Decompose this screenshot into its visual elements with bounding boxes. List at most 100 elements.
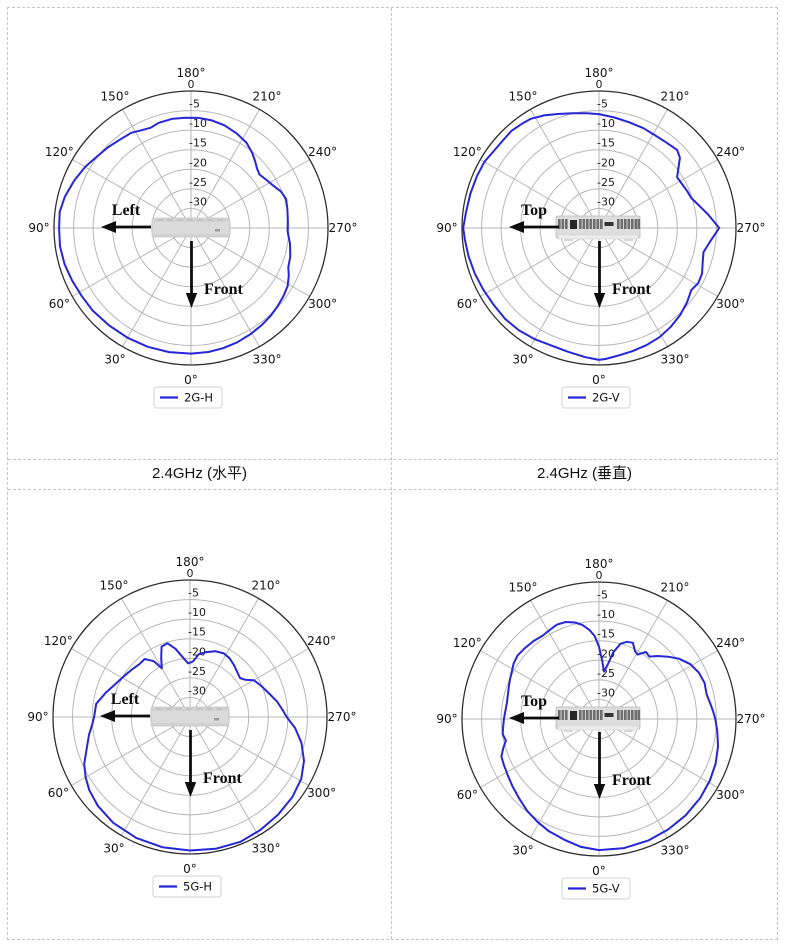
angle-tick-label: 300° <box>716 297 745 311</box>
caption-2-4ghz-horizontal: 2.4GHz (水平) <box>151 465 247 482</box>
device-vent-slot <box>627 710 631 720</box>
polar-spoke-line <box>189 648 309 718</box>
legend: 5G-V <box>561 877 631 900</box>
angle-tick-label: 300° <box>308 297 337 311</box>
radial-tick-label: -30 <box>597 195 615 208</box>
angle-tick-label: 60° <box>49 297 70 311</box>
polar-spoke-line <box>122 227 192 347</box>
polar-spoke-line <box>530 600 600 720</box>
front-arrow-label: Front <box>612 772 651 789</box>
radial-tick-label: -5 <box>597 589 608 602</box>
device-vent-slot <box>617 710 620 720</box>
device-vent-slot <box>593 710 596 720</box>
polar-spoke-line <box>190 227 260 347</box>
horizontal-direction-arrow: Top <box>509 693 559 724</box>
front-direction-arrow: Front <box>593 241 651 308</box>
angle-tick-label: 120° <box>44 634 73 648</box>
front-arrow-label: Front <box>612 281 651 298</box>
device-seam <box>187 219 193 221</box>
arrow-head <box>593 293 606 308</box>
angle-tick-label: 270° <box>737 221 766 235</box>
device-vent-slot <box>596 710 600 720</box>
caption-2-4ghz-vertical: 2.4GHz (垂直) <box>536 465 632 482</box>
device-top-view <box>151 217 231 238</box>
polar-chart-2g-horizontal: 0° 30° 60° 90° 120° 150° 180° 210° 240° 270° 300° 3… <box>8 8 391 459</box>
polar-grid-ring <box>92 129 290 327</box>
angle-tick-label: 180° <box>585 557 614 571</box>
angle-tick-label: 30° <box>103 842 124 856</box>
device-rear-view <box>555 215 641 241</box>
angle-tick-label: 0° <box>183 862 197 876</box>
polar-spoke-line <box>480 718 600 788</box>
angle-tick-label: 240° <box>716 636 745 650</box>
table-column-divider <box>391 8 392 939</box>
legend-label: 5G-V <box>592 882 620 896</box>
radial-tick-label: 0 <box>188 78 195 91</box>
angle-tick-label: 90° <box>27 710 48 724</box>
angle-tick-label: 240° <box>307 634 336 648</box>
arrow-head <box>184 782 197 797</box>
radial-tick-label: -5 <box>597 98 608 111</box>
table-row-divider-bottom <box>8 489 777 490</box>
angle-tick-label: 90° <box>436 221 457 235</box>
polar-outer-circle <box>461 581 737 857</box>
front-direction-arrow: Front <box>184 730 242 797</box>
angle-tick-label: 180° <box>177 66 206 80</box>
device-vent-slot <box>586 710 589 720</box>
device-base <box>557 725 639 731</box>
device-port <box>570 711 577 720</box>
arrow-head <box>593 784 606 799</box>
polar-spoke-line <box>121 598 191 718</box>
polar-spoke-line <box>121 716 191 836</box>
polar-spoke-line <box>72 227 192 297</box>
radial-tick-label: -25 <box>188 665 206 678</box>
angle-tick-label: 0° <box>592 864 606 878</box>
horizontal-direction-arrow: Left <box>100 691 150 722</box>
device-foot <box>564 730 573 732</box>
device-seam <box>206 708 212 710</box>
device-vent-slot <box>617 219 620 229</box>
device-vent-slot <box>589 710 593 720</box>
radiation-curve <box>462 112 721 361</box>
radial-tick-label: -20 <box>188 645 206 658</box>
device-mark <box>215 229 220 232</box>
device-seam <box>177 219 183 221</box>
angle-tick-label: 150° <box>509 89 538 103</box>
angle-tick-label: 150° <box>509 580 538 594</box>
angle-tick-label: 270° <box>737 712 766 726</box>
angle-tick-label: 120° <box>45 145 74 159</box>
legend: 2G-V <box>561 386 631 409</box>
table-row-divider-top <box>8 459 777 460</box>
device-label-patch <box>604 222 614 226</box>
front-arrow-label: Front <box>204 281 243 298</box>
polar-grid-ring <box>500 129 698 327</box>
legend-box <box>561 386 631 409</box>
device-vent-slot <box>634 219 638 229</box>
device-vent-slot <box>558 219 561 229</box>
device-seam <box>166 708 172 710</box>
device-vent-slot <box>624 710 627 720</box>
radial-tick-label: -10 <box>597 117 615 130</box>
radial-tick-label: -20 <box>597 156 615 169</box>
polar-chart-5g-vertical: 0° 30° 60° 90° 120° 150° 180° 210° 240° 270° 300° 3… <box>392 490 777 939</box>
angle-tick-label: 210° <box>252 578 281 592</box>
device-vent-slot <box>579 219 582 229</box>
arrow-head <box>509 712 524 724</box>
radial-tick-label: -10 <box>188 606 206 619</box>
arrow-head <box>509 221 524 233</box>
angle-tick-label: 330° <box>661 353 690 367</box>
polar-chart-5g-horizontal: 0° 30° 60° 90° 120° 150° 180° 210° 240° 270° 300° 3… <box>8 490 391 939</box>
angle-tick-label: 60° <box>457 297 478 311</box>
radial-tick-label: -15 <box>189 137 207 150</box>
polar-outer-circle <box>52 579 328 855</box>
polar-spoke-line <box>189 598 259 718</box>
device-vent-slot <box>582 219 586 229</box>
front-direction-arrow: Front <box>593 732 651 799</box>
radial-tick-label: -20 <box>189 156 207 169</box>
radial-tick-label: 0 <box>596 78 603 91</box>
device-label-patch <box>604 713 614 717</box>
device-vent-slot <box>579 710 582 720</box>
polar-spoke-line <box>598 718 668 838</box>
horizontal-arrow-label: Top <box>521 202 547 219</box>
angle-tick-label: 270° <box>329 221 358 235</box>
